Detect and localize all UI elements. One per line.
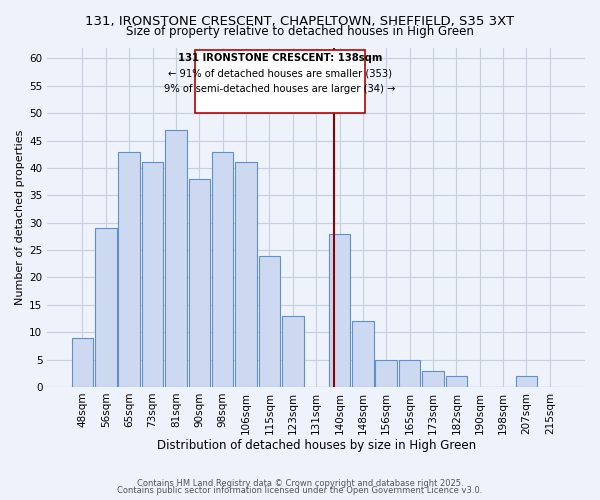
Bar [446,376,467,387]
Text: 131, IRONSTONE CRESCENT, CHAPELTOWN, SHEFFIELD, S35 3XT: 131, IRONSTONE CRESCENT, CHAPELTOWN, SHE… [85,15,515,28]
Bar [95,228,116,387]
Bar [235,162,257,387]
Text: 131 IRONSTONE CRESCENT: 138sqm: 131 IRONSTONE CRESCENT: 138sqm [178,54,382,64]
Bar [72,338,93,387]
Bar [282,316,304,387]
Text: Contains public sector information licensed under the Open Government Licence v3: Contains public sector information licen… [118,486,482,495]
Bar [376,360,397,387]
Bar [188,179,210,387]
X-axis label: Distribution of detached houses by size in High Green: Distribution of detached houses by size … [157,440,476,452]
Bar [118,152,140,387]
Text: ← 91% of detached houses are smaller (353): ← 91% of detached houses are smaller (35… [168,68,392,78]
Bar [515,376,537,387]
Bar [212,152,233,387]
Text: Size of property relative to detached houses in High Green: Size of property relative to detached ho… [126,25,474,38]
Bar [165,130,187,387]
Text: Contains HM Land Registry data © Crown copyright and database right 2025.: Contains HM Land Registry data © Crown c… [137,479,463,488]
Bar [399,360,421,387]
Y-axis label: Number of detached properties: Number of detached properties [15,130,25,305]
Bar [352,322,374,387]
Bar [329,234,350,387]
Bar [259,256,280,387]
Bar [142,162,163,387]
Text: 9% of semi-detached houses are larger (34) →: 9% of semi-detached houses are larger (3… [164,84,395,94]
FancyBboxPatch shape [194,50,365,113]
Bar [422,370,444,387]
